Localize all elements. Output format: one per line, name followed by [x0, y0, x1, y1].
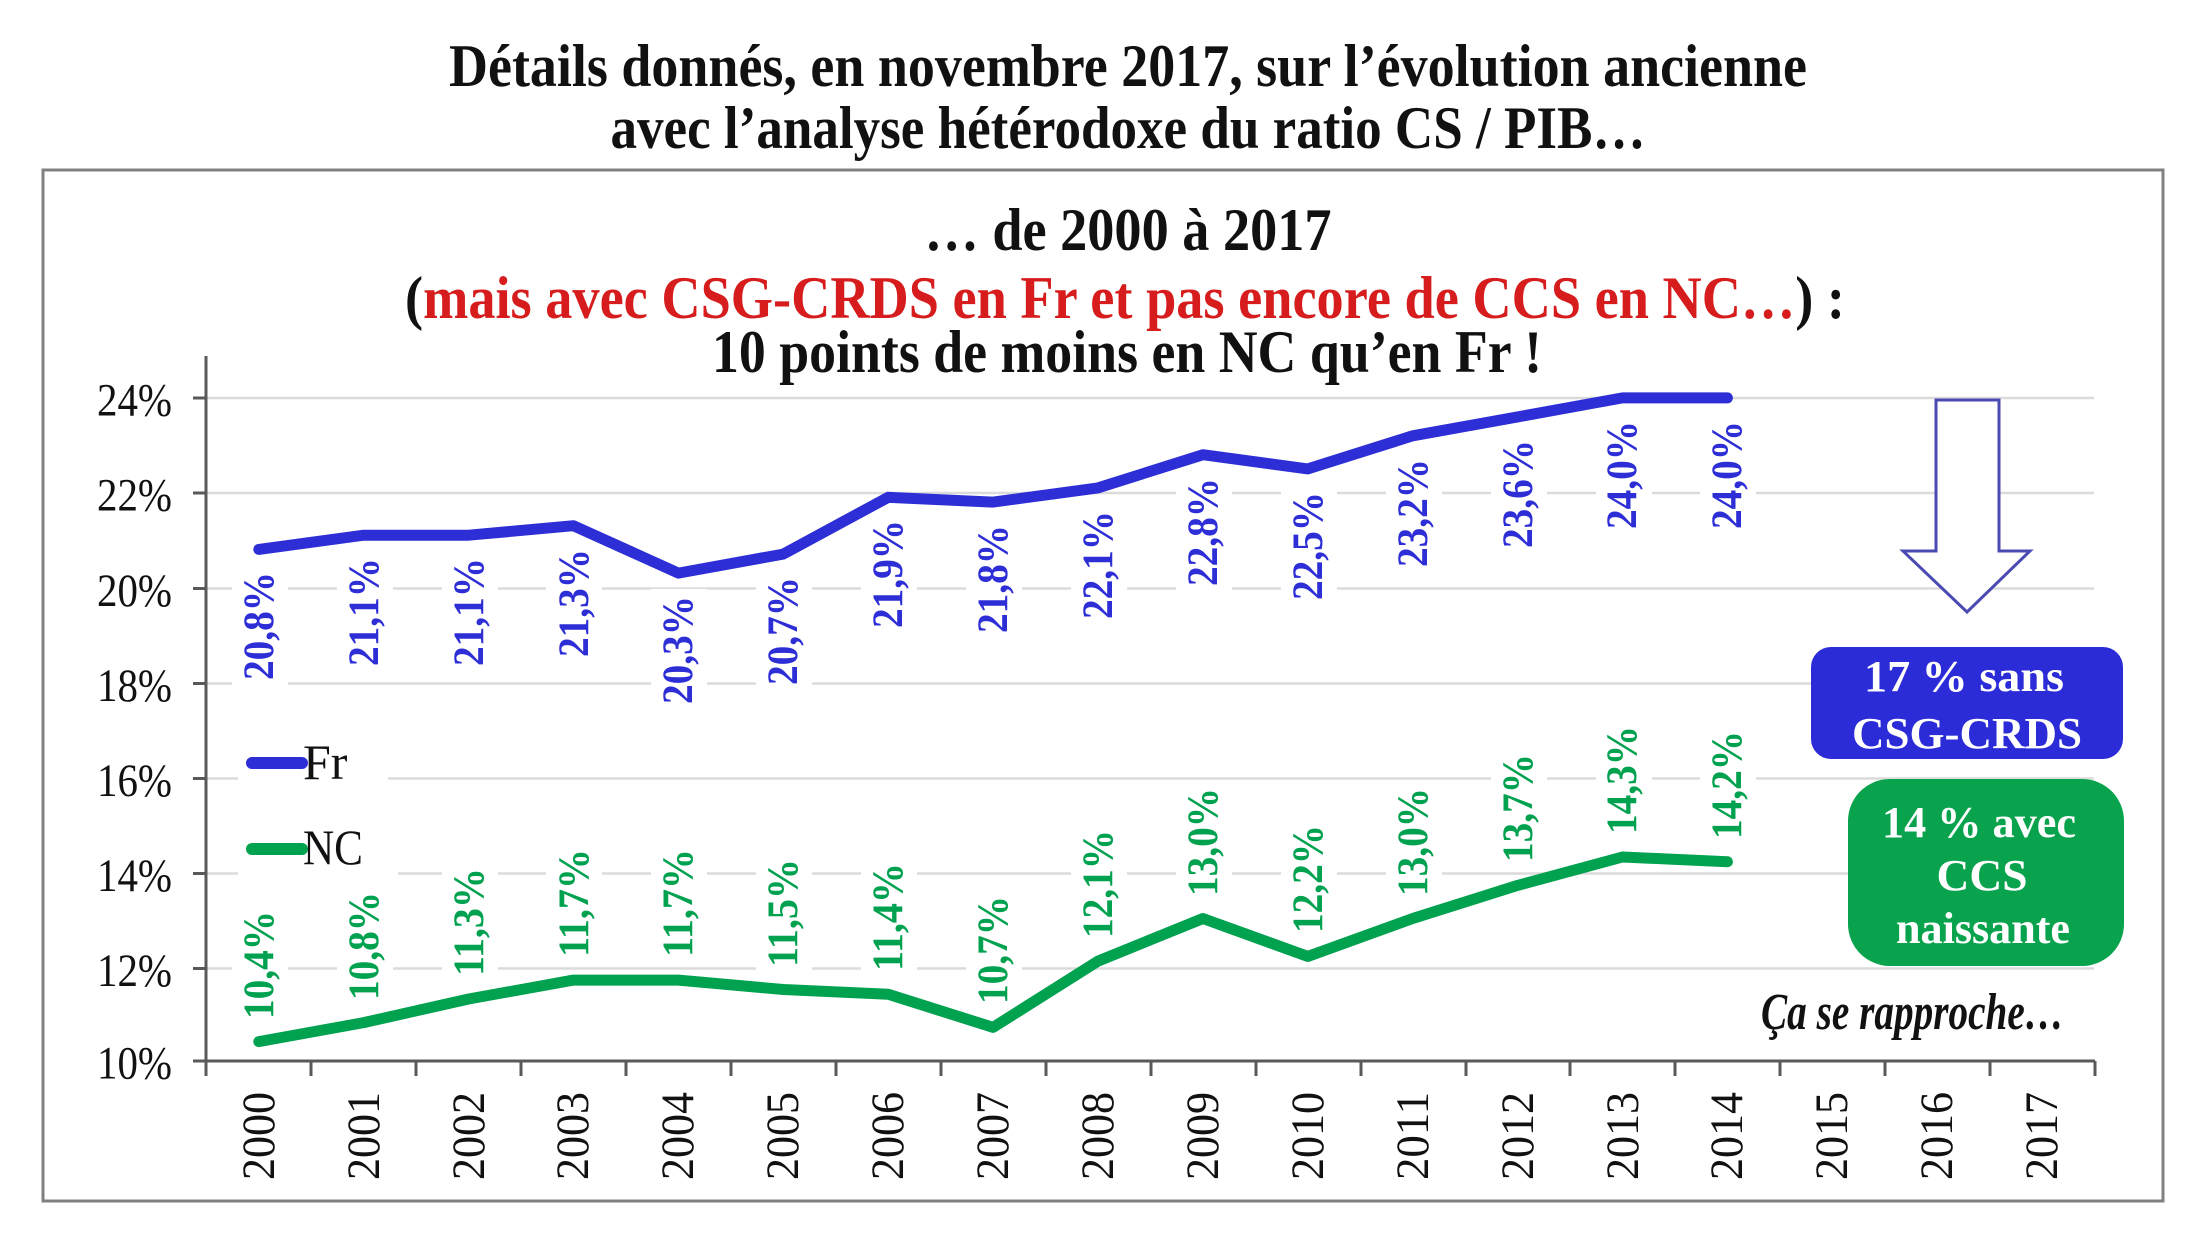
- svg-text:21,9%: 21,9%: [865, 520, 912, 628]
- svg-text:20,8%: 20,8%: [236, 572, 283, 680]
- svg-text:2005: 2005: [757, 1092, 809, 1180]
- svg-text:10,7%: 10,7%: [970, 896, 1017, 1004]
- svg-text:CSG-CRDS: CSG-CRDS: [1852, 709, 2082, 758]
- svg-text:11,7%: 11,7%: [551, 849, 598, 957]
- svg-text:22%: 22%: [97, 470, 172, 522]
- svg-text:22,5%: 22,5%: [1285, 492, 1332, 600]
- svg-text:CCS: CCS: [1937, 851, 2028, 900]
- svg-text:11,4%: 11,4%: [865, 863, 912, 971]
- svg-text:Ça se rapproche…: Ça se rapproche…: [1761, 984, 2064, 1041]
- svg-text:21,1%: 21,1%: [341, 558, 388, 666]
- svg-text:2002: 2002: [443, 1092, 495, 1180]
- svg-text:10%: 10%: [97, 1038, 172, 1090]
- svg-text:21,3%: 21,3%: [551, 549, 598, 657]
- svg-text:24,0%: 24,0%: [1599, 421, 1646, 529]
- svg-text:2017: 2017: [2016, 1092, 2068, 1180]
- svg-text:10,8%: 10,8%: [341, 892, 388, 1000]
- svg-text:… de 2000 à 2017: … de 2000 à 2017: [925, 197, 1332, 263]
- svg-text:23,2%: 23,2%: [1390, 459, 1437, 567]
- svg-text:20,7%: 20,7%: [760, 577, 807, 685]
- svg-text:naissante: naissante: [1896, 904, 2070, 953]
- svg-text:2003: 2003: [547, 1092, 599, 1180]
- svg-text:16%: 16%: [97, 755, 172, 807]
- svg-text:2012: 2012: [1492, 1092, 1544, 1180]
- svg-text:2010: 2010: [1282, 1092, 1334, 1180]
- svg-text:(mais avec CSG-CRDS en Fr et p: (mais avec CSG-CRDS en Fr et pas encore …: [405, 265, 1845, 331]
- svg-text:13,7%: 13,7%: [1495, 754, 1542, 862]
- svg-text:2008: 2008: [1072, 1092, 1124, 1180]
- svg-text:2001: 2001: [338, 1092, 390, 1180]
- svg-text:12%: 12%: [97, 945, 172, 997]
- svg-text:Fr: Fr: [303, 734, 348, 790]
- svg-text:14,3%: 14,3%: [1599, 726, 1646, 834]
- svg-text:Détails donnés, en novembre 20: Détails donnés, en novembre 2017, sur l’…: [449, 33, 1807, 99]
- svg-text:24%: 24%: [97, 375, 172, 427]
- svg-text:22,8%: 22,8%: [1180, 478, 1227, 586]
- svg-text:13,0%: 13,0%: [1390, 788, 1437, 896]
- svg-text:14 % avec: 14 % avec: [1882, 798, 2076, 847]
- svg-text:20,3%: 20,3%: [655, 596, 702, 704]
- svg-text:12,1%: 12,1%: [1075, 830, 1122, 938]
- svg-text:2009: 2009: [1177, 1092, 1229, 1180]
- svg-text:2006: 2006: [862, 1092, 914, 1180]
- svg-text:2007: 2007: [967, 1092, 1019, 1180]
- svg-text:14,2%: 14,2%: [1704, 731, 1751, 839]
- svg-text:2013: 2013: [1597, 1092, 1649, 1180]
- svg-text:20%: 20%: [97, 565, 172, 617]
- svg-text:12,2%: 12,2%: [1285, 825, 1332, 933]
- svg-text:11,5%: 11,5%: [760, 859, 807, 967]
- svg-text:10,4%: 10,4%: [236, 911, 283, 1019]
- svg-text:13,0%: 13,0%: [1180, 788, 1227, 896]
- svg-text:NC: NC: [303, 819, 363, 875]
- svg-text:2011: 2011: [1387, 1092, 1439, 1180]
- svg-text:10 points de moins en NC qu’en: 10 points de moins en NC qu’en Fr !: [712, 319, 1542, 385]
- svg-text:2004: 2004: [652, 1092, 704, 1180]
- svg-text:2016: 2016: [1911, 1092, 1963, 1180]
- svg-text:17 % sans: 17 % sans: [1864, 652, 2064, 701]
- svg-text:22,1%: 22,1%: [1075, 511, 1122, 619]
- svg-text:2000: 2000: [233, 1092, 285, 1180]
- svg-text:23,6%: 23,6%: [1495, 440, 1542, 548]
- svg-text:21,1%: 21,1%: [446, 558, 493, 666]
- svg-text:18%: 18%: [97, 660, 172, 712]
- svg-text:14%: 14%: [97, 850, 172, 902]
- svg-text:2015: 2015: [1806, 1092, 1858, 1180]
- svg-text:24,0%: 24,0%: [1704, 421, 1751, 529]
- svg-text:avec l’analyse hétérodoxe du r: avec l’analyse hétérodoxe du ratio CS / …: [611, 95, 1646, 161]
- svg-text:2014: 2014: [1701, 1092, 1753, 1180]
- svg-text:21,8%: 21,8%: [970, 525, 1017, 633]
- svg-text:11,7%: 11,7%: [655, 849, 702, 957]
- svg-text:11,3%: 11,3%: [446, 868, 493, 976]
